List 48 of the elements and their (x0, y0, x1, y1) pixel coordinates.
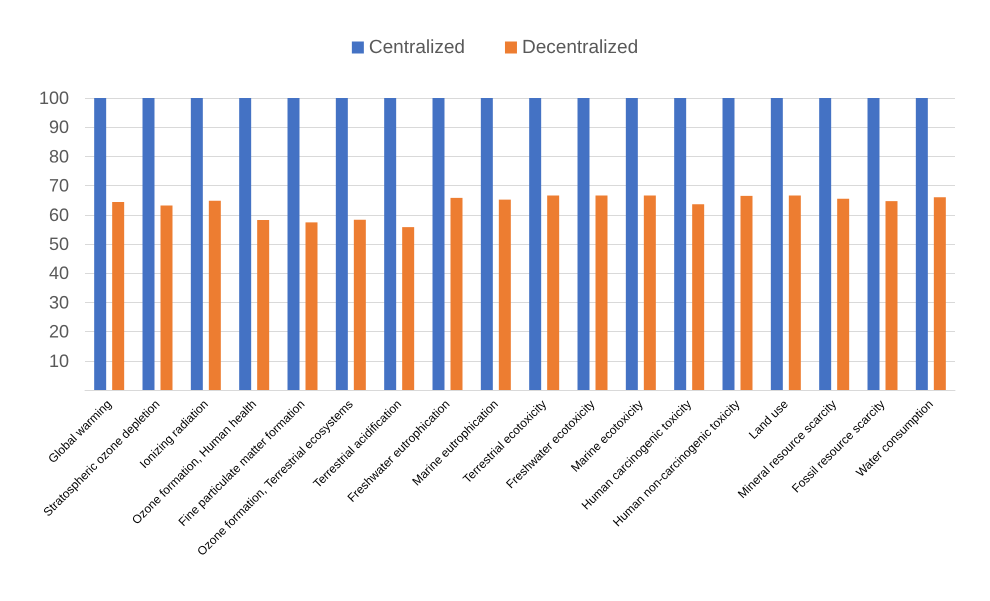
y-tick-label: 60 (48, 204, 69, 225)
bar (868, 98, 880, 390)
y-tick-label: 80 (48, 146, 69, 166)
bar (578, 98, 590, 390)
bar (934, 197, 946, 390)
bar (722, 98, 734, 390)
bar (692, 204, 704, 390)
bar (644, 196, 656, 390)
bar (306, 222, 318, 390)
bar (886, 201, 898, 390)
y-tick-label: 100 (38, 88, 69, 108)
legend-label: Centralized (368, 37, 465, 58)
bar (916, 98, 928, 390)
bar (208, 200, 221, 390)
bar (112, 202, 124, 390)
bar (498, 200, 511, 390)
y-tick-label: 50 (48, 234, 69, 254)
bar (239, 98, 252, 390)
bar (160, 205, 172, 390)
bar (402, 227, 414, 390)
y-tick-label: 40 (48, 263, 69, 284)
y-tick-label: 90 (48, 117, 69, 138)
bar (547, 196, 560, 390)
bar (94, 98, 106, 390)
bar (288, 98, 300, 390)
bar (788, 196, 801, 390)
bar (740, 196, 752, 390)
bar (384, 98, 396, 390)
bar (674, 98, 686, 390)
bar (837, 198, 850, 390)
bar (819, 98, 832, 390)
y-tick-label: 30 (48, 292, 69, 312)
bar (190, 98, 203, 390)
bar (480, 98, 493, 390)
bar (354, 220, 366, 390)
bar (450, 198, 462, 390)
bar (142, 98, 154, 390)
legend-label: Decentralized (522, 37, 638, 58)
bar (257, 220, 270, 390)
bar (432, 98, 444, 390)
bar (596, 196, 608, 390)
y-tick-label: 20 (48, 322, 69, 342)
y-tick-label: 70 (48, 176, 69, 196)
bar (770, 98, 783, 390)
bar (336, 98, 348, 390)
bar (626, 98, 638, 390)
bar (529, 98, 542, 390)
y-tick-label: 10 (48, 350, 69, 371)
